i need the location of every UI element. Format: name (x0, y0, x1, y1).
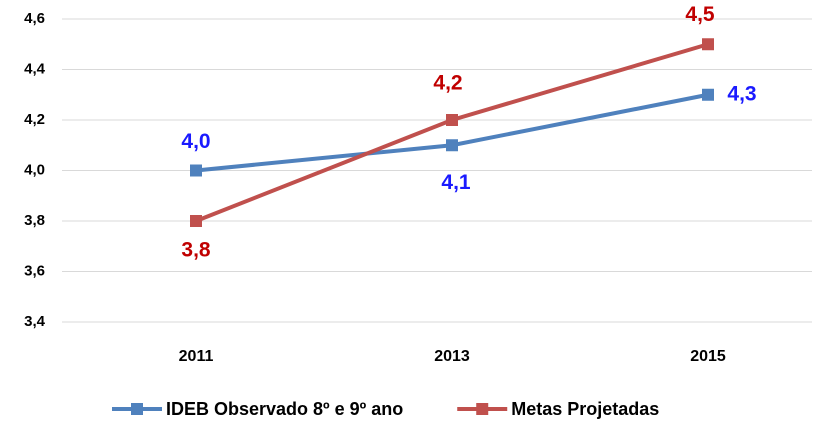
marker (446, 139, 458, 152)
marker (702, 38, 714, 51)
y-tick-label: 3,8 (24, 212, 45, 229)
y-tick-label: 4,0 (24, 161, 45, 178)
y-tick-label: 4,6 (24, 10, 45, 27)
y-tick-label: 4,4 (24, 60, 46, 77)
legend-marker (476, 403, 489, 415)
x-tick-label: 2015 (690, 348, 726, 365)
legend-label: Metas Projetadas (511, 399, 659, 419)
y-tick-label: 3,4 (24, 313, 46, 330)
marker (446, 114, 458, 126)
x-tick-label: 2013 (434, 348, 470, 365)
y-tick-label: 4,2 (24, 111, 45, 128)
data-label: 4,3 (727, 82, 756, 105)
marker (190, 215, 202, 227)
data-label: 3,8 (181, 239, 211, 262)
data-label: 4,1 (441, 171, 471, 194)
x-tick-label: 2011 (179, 348, 214, 365)
data-label: 4,5 (685, 3, 715, 26)
legend-label: IDEB Observado 8º e 9º ano (166, 399, 403, 419)
line (195, 92, 709, 173)
data-label: 4,2 (433, 72, 462, 95)
legend-marker (131, 403, 143, 415)
y-tick-label: 3,6 (24, 262, 45, 279)
data-label: 4,0 (181, 130, 210, 153)
marker (702, 88, 714, 101)
marker (190, 164, 202, 177)
